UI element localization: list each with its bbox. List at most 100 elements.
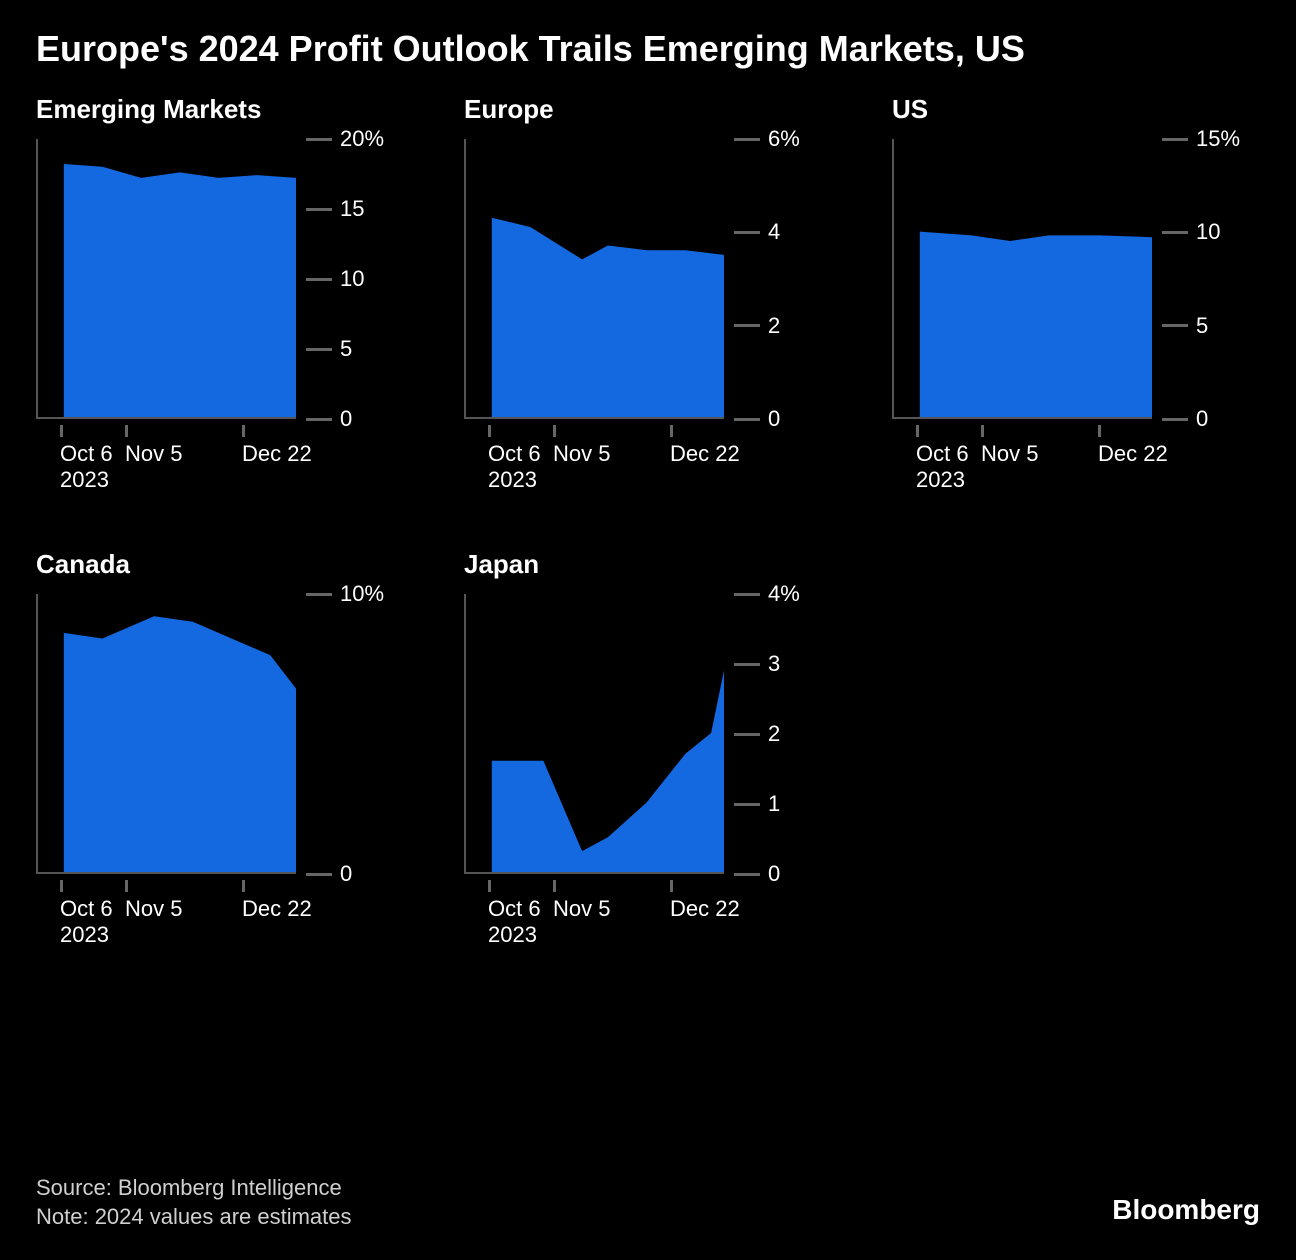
y-tick-label: 2 (768, 721, 780, 747)
x-axis: Oct 62023Nov 5Dec 22 (464, 425, 724, 489)
y-tick-label: 10 (1196, 219, 1220, 245)
x-tick: Dec 22 (670, 880, 740, 922)
chart-panel: Japan01234%Oct 62023Nov 5Dec 22 (464, 549, 832, 944)
area-fill (894, 139, 1152, 417)
y-tick: 4% (734, 581, 800, 607)
brand-logo: Bloomberg (1112, 1194, 1260, 1226)
y-tick-label: 0 (768, 861, 780, 887)
x-tick-label: Oct 6 (916, 441, 969, 467)
x-tick-sublabel: 2023 (60, 922, 113, 948)
x-tick-label: Dec 22 (670, 896, 740, 922)
footer-note: Note: 2024 values are estimates (36, 1202, 352, 1232)
x-tick-sublabel: 2023 (916, 467, 969, 493)
y-tick: 2 (734, 313, 780, 339)
x-tick-sublabel: 2023 (60, 467, 113, 493)
y-tick: 0 (306, 861, 352, 887)
y-tick-label: 10% (340, 581, 384, 607)
x-tick: Dec 22 (1098, 425, 1168, 467)
y-axis: 01234% (724, 594, 804, 874)
x-tick-label: Dec 22 (670, 441, 740, 467)
x-tick: Nov 5 (553, 880, 610, 922)
y-tick: 5 (1162, 313, 1208, 339)
x-tick: Nov 5 (125, 880, 182, 922)
x-tick: Dec 22 (242, 880, 312, 922)
chart-panel: Europe 0 2 4 6% Oct 62023Nov 5Dec 22 (464, 94, 832, 489)
panel-title: US (892, 94, 1260, 125)
x-tick: Nov 5 (981, 425, 1038, 467)
y-tick-label: 10 (340, 266, 364, 292)
x-tick: Nov 5 (553, 425, 610, 467)
x-axis: Oct 62023Nov 5Dec 22 (36, 425, 296, 489)
plot-area (36, 594, 296, 874)
y-tick: 2 (734, 721, 780, 747)
charts-grid: Emerging Markets05101520%Oct 62023Nov 5D… (36, 94, 1260, 944)
x-tick: Oct 62023 (488, 880, 541, 948)
chart-panel: US 0 5 10 15% Oct 62023Nov 5Dec 22 (892, 94, 1260, 489)
x-tick-label: Nov 5 (981, 441, 1038, 467)
y-tick-label: 6% (768, 126, 800, 152)
y-tick: 0 (734, 861, 780, 887)
x-axis: Oct 62023Nov 5Dec 22 (892, 425, 1152, 489)
y-tick-label: 0 (1196, 406, 1208, 432)
x-tick: Oct 62023 (916, 425, 969, 493)
y-tick: 0 (306, 406, 352, 432)
x-tick: Dec 22 (670, 425, 740, 467)
x-tick: Oct 62023 (60, 425, 113, 493)
panel-title: Emerging Markets (36, 94, 404, 125)
chart-panel: Emerging Markets 0 5 10 15 20% Oct 62023Nov 5D… (36, 94, 404, 489)
x-tick-label: Oct 6 (60, 896, 113, 922)
y-axis: 0246% (724, 139, 804, 419)
x-tick-label: Oct 6 (488, 441, 541, 467)
y-tick: 10 (306, 266, 364, 292)
y-tick: 5 (306, 336, 352, 362)
y-tick: 0 (1162, 406, 1208, 432)
y-tick-label: 15% (1196, 126, 1240, 152)
y-tick-label: 0 (340, 861, 352, 887)
x-tick-label: Dec 22 (1098, 441, 1168, 467)
x-axis: Oct 62023Nov 5Dec 22 (36, 880, 296, 944)
y-tick: 10 (1162, 219, 1220, 245)
y-tick: 4 (734, 219, 780, 245)
y-tick: 10% (306, 581, 384, 607)
y-tick-label: 2 (768, 313, 780, 339)
panel-title: Europe (464, 94, 832, 125)
plot-area (464, 139, 724, 419)
x-axis: Oct 62023Nov 5Dec 22 (464, 880, 724, 944)
y-axis: 051015% (1152, 139, 1232, 419)
page-title: Europe's 2024 Profit Outlook Trails Emer… (36, 28, 1260, 70)
y-tick-label: 20% (340, 126, 384, 152)
y-tick: 6% (734, 126, 800, 152)
footer: Source: Bloomberg Intelligence Note: 202… (36, 1173, 352, 1232)
plot-area (36, 139, 296, 419)
plot-area (464, 594, 724, 874)
panel-title: Canada (36, 549, 404, 580)
y-tick: 20% (306, 126, 384, 152)
y-tick-label: 0 (768, 406, 780, 432)
x-tick: Oct 62023 (488, 425, 541, 493)
x-tick-label: Nov 5 (553, 441, 610, 467)
x-tick-label: Nov 5 (553, 896, 610, 922)
y-tick-label: 5 (340, 336, 352, 362)
x-tick-sublabel: 2023 (488, 922, 541, 948)
y-tick: 15 (306, 196, 364, 222)
y-tick-label: 4% (768, 581, 800, 607)
y-tick-label: 5 (1196, 313, 1208, 339)
x-tick: Dec 22 (242, 425, 312, 467)
chart-panel: Canada010%Oct 62023Nov 5Dec 22 (36, 549, 404, 944)
x-tick-label: Dec 22 (242, 896, 312, 922)
y-tick-label: 1 (768, 791, 780, 817)
y-tick-label: 4 (768, 219, 780, 245)
x-tick: Oct 62023 (60, 880, 113, 948)
x-tick-label: Dec 22 (242, 441, 312, 467)
y-tick-label: 3 (768, 651, 780, 677)
x-tick: Nov 5 (125, 425, 182, 467)
y-tick: 1 (734, 791, 780, 817)
y-tick: 0 (734, 406, 780, 432)
y-tick-label: 15 (340, 196, 364, 222)
footer-source: Source: Bloomberg Intelligence (36, 1173, 352, 1203)
x-tick-label: Oct 6 (60, 441, 113, 467)
y-axis: 010% (296, 594, 376, 874)
x-tick-label: Oct 6 (488, 896, 541, 922)
y-tick-label: 0 (340, 406, 352, 432)
plot-area (892, 139, 1152, 419)
